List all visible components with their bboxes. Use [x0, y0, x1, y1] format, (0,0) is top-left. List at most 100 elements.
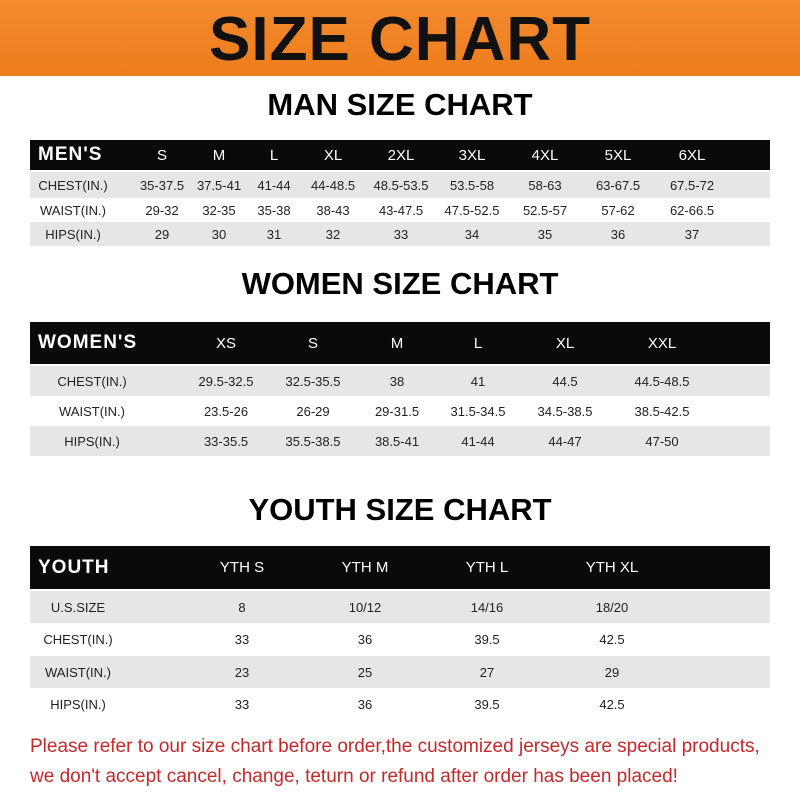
size-column-header: 4XL: [531, 146, 559, 164]
table-cell: 32.5-35.5: [285, 373, 341, 389]
table-cell: 34.5-38.5: [537, 403, 593, 419]
table-cell: 32: [325, 226, 341, 242]
table-cell: 25: [357, 664, 373, 680]
table-cell: 57-62: [601, 202, 635, 218]
table-header-label: WOMEN'S: [38, 332, 138, 353]
table-cell: 18/20: [595, 599, 629, 615]
table-cell: 35: [537, 226, 553, 242]
table-cell: 58-63: [528, 177, 562, 193]
size-column-header: XS: [215, 334, 237, 352]
table-cell: 44.5-48.5: [634, 373, 690, 389]
table-row: CHEST(IN.) 29.5-32.5 32.5-35.5 38 41 44.5 44.5…: [30, 366, 770, 396]
table-cell: 37.5-41: [196, 177, 242, 193]
table-cell: 43-47.5: [378, 202, 424, 218]
table-cell: 37: [684, 226, 700, 242]
size-column-header: M: [212, 146, 226, 164]
table-cell: 33: [234, 632, 250, 647]
table-cell: 36: [610, 226, 626, 242]
table-row: U.S.SIZE 8 10/12 14/16 18/20: [30, 591, 770, 623]
men-section-title: MAN SIZE CHART: [267, 87, 533, 122]
table-cell: 33: [234, 696, 250, 712]
table-cell: 62-66.5: [669, 202, 715, 218]
table-cell: 8: [238, 599, 246, 615]
row-label: CHEST(IN.): [43, 632, 113, 647]
table-cell: 42.5: [599, 696, 625, 712]
table-row: HIPS(IN.) 33 36 39.5 42.5: [30, 688, 770, 720]
size-column-header: XXL: [647, 334, 677, 352]
women-section-title: WOMEN SIZE CHART: [241, 266, 559, 301]
table-cell: 29-31.5: [374, 403, 420, 419]
size-column-header: 6XL: [678, 146, 706, 164]
table-cell: 47.5-52.5: [444, 202, 500, 218]
table-cell: 47-50: [645, 433, 679, 449]
table-cell: 29: [154, 226, 170, 242]
table-row: CHEST(IN.) 35-37.5 37.5-41 41-44 44-48.5 48.5…: [30, 172, 770, 198]
table-cell: 44-48.5: [310, 177, 356, 193]
table-header-label: YOUTH: [38, 556, 110, 578]
row-label: WAIST(IN.): [45, 664, 111, 680]
table-cell: 29.5-32.5: [198, 373, 254, 389]
table-cell: 23: [234, 664, 250, 680]
size-column-header: L: [473, 334, 483, 352]
table-cell: 41-44: [461, 433, 495, 449]
size-column-header: XL: [555, 334, 575, 352]
table-cell: 26-29: [296, 403, 330, 419]
table-cell: 23.5-26: [203, 403, 249, 419]
table-row: HIPS(IN.) 33-35.5 35.5-38.5 38.5-41 41-44 44-…: [30, 426, 770, 456]
size-column-header: YTH L: [465, 559, 509, 576]
table-cell: 41-44: [257, 177, 291, 193]
table-cell: 63-67.5: [595, 177, 641, 193]
table-row: HIPS(IN.) 29 30 31 32 33 34 35 36 37: [30, 222, 770, 246]
table-row: WAIST(IN.) 23 25 27 29: [30, 656, 770, 688]
size-column-header: XL: [323, 146, 343, 164]
table-cell: 67.5-72: [669, 177, 715, 193]
size-column-header: L: [269, 146, 279, 164]
footer-notice-line-2: we don't accept cancel, change, teturn o…: [30, 766, 678, 787]
size-column-header: YTH M: [341, 559, 389, 576]
table-cell: 33-35.5: [203, 433, 249, 449]
table-cell: 32-35: [202, 202, 236, 218]
table-cell: 35-38: [257, 202, 291, 218]
page-title: SIZE CHART: [209, 5, 591, 74]
size-column-header: YTH S: [219, 559, 265, 576]
banner: SIZE CHART: [0, 0, 800, 76]
table-cell: 30: [211, 226, 227, 242]
table-cell: 38-43: [316, 202, 350, 218]
table-cell: 42.5: [599, 632, 625, 647]
table-cell: 41: [470, 373, 486, 389]
table-cell: 36: [357, 632, 373, 647]
row-label: U.S.SIZE: [50, 599, 106, 615]
row-label: WAIST(IN.): [59, 403, 125, 419]
table-cell: 38.5-42.5: [634, 403, 690, 419]
size-column-header: 3XL: [458, 146, 486, 164]
row-label: HIPS(IN.): [64, 433, 120, 449]
table-cell: 38: [389, 373, 405, 389]
table-cell: 31.5-34.5: [450, 403, 506, 419]
table-cell: 34: [464, 226, 480, 242]
table-cell: 44-47: [548, 433, 582, 449]
table-cell: 52.5-57: [522, 202, 568, 218]
table-cell: 33: [393, 226, 409, 242]
footer-notice-line-1: Please refer to our size chart before or…: [30, 736, 760, 757]
table-cell: 35-37.5: [139, 177, 185, 193]
row-label: CHEST(IN.): [57, 373, 127, 389]
table-header-row: MEN'S S M L XL 2XL 3XL 4XL 5XL 6XL: [30, 140, 770, 170]
row-label: HIPS(IN.): [45, 226, 101, 242]
table-header-row: YOUTH YTH S YTH M YTH L YTH XL: [30, 546, 770, 589]
table-cell: 14/16: [470, 599, 504, 615]
table-cell: 53.5-58: [449, 177, 495, 193]
table-cell: 29-32: [145, 202, 179, 218]
size-column-header: YTH XL: [585, 559, 639, 576]
table-row: WAIST(IN.) 23.5-26 26-29 29-31.5 31.5-34.5 34…: [30, 396, 770, 426]
table-row: WAIST(IN.) 29-32 32-35 35-38 38-43 43-47.5 47.…: [30, 198, 770, 222]
row-label: WAIST(IN.): [40, 202, 106, 218]
table-header-row: WOMEN'S XS S M L XL XXL: [30, 322, 770, 364]
size-column-header: 2XL: [387, 146, 415, 164]
table-cell: 31: [266, 226, 282, 242]
table-cell: 10/12: [348, 599, 382, 615]
row-label: CHEST(IN.): [38, 177, 108, 193]
table-cell: 29: [604, 664, 620, 680]
table-cell: 36: [357, 696, 373, 712]
youth-section-title: YOUTH SIZE CHART: [248, 492, 552, 527]
table-header-label: MEN'S: [38, 144, 103, 165]
